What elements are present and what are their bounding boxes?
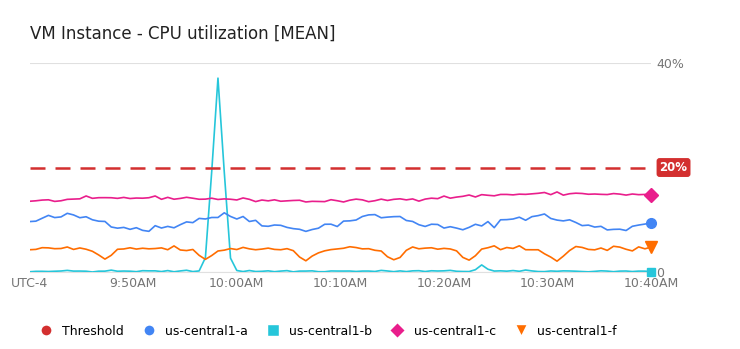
Text: VM Instance - CPU utilization [MEAN]: VM Instance - CPU utilization [MEAN] xyxy=(30,24,335,43)
Legend: Threshold, us-central1-a, us-central1-b, us-central1-c, us-central1-f: Threshold, us-central1-a, us-central1-b,… xyxy=(28,320,622,343)
Text: 20%: 20% xyxy=(659,161,687,174)
